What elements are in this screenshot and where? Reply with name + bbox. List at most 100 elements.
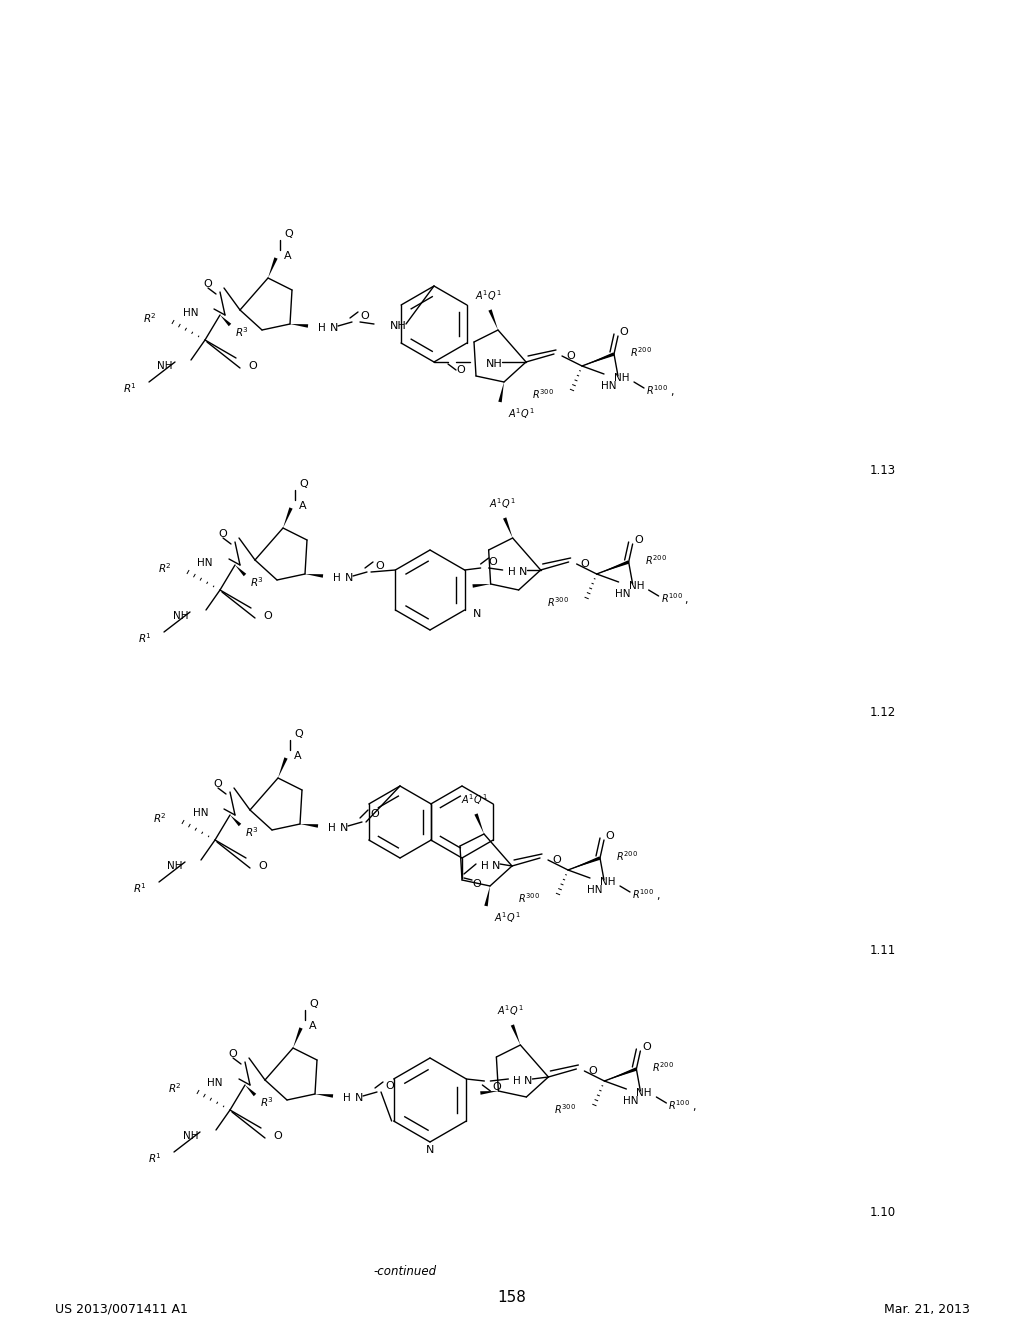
Text: 158: 158 xyxy=(498,1290,526,1305)
Text: NH: NH xyxy=(614,374,630,383)
Text: NH: NH xyxy=(168,861,183,871)
Text: $R^{200}$: $R^{200}$ xyxy=(645,553,667,566)
Text: $R^{200}$: $R^{200}$ xyxy=(616,849,638,863)
Text: N: N xyxy=(518,568,527,577)
Text: N: N xyxy=(330,323,338,333)
Text: $R^2$: $R^2$ xyxy=(154,810,167,825)
Text: O: O xyxy=(375,561,384,572)
Text: NH: NH xyxy=(600,876,615,887)
Text: NH: NH xyxy=(390,321,407,331)
Text: ,: , xyxy=(656,891,659,902)
Polygon shape xyxy=(300,824,318,828)
Text: NH: NH xyxy=(158,360,173,371)
Text: HN: HN xyxy=(193,808,208,818)
Polygon shape xyxy=(604,1068,637,1081)
Text: $A^1Q^1$: $A^1Q^1$ xyxy=(508,407,535,421)
Text: Q: Q xyxy=(309,999,317,1008)
Text: N: N xyxy=(492,861,501,871)
Text: $R^{200}$: $R^{200}$ xyxy=(630,345,652,359)
Text: A: A xyxy=(294,751,302,762)
Text: ,: , xyxy=(670,387,674,397)
Text: H: H xyxy=(508,568,515,577)
Polygon shape xyxy=(290,323,308,327)
Text: O: O xyxy=(228,1049,238,1059)
Text: Mar. 21, 2013: Mar. 21, 2013 xyxy=(884,1303,970,1316)
Text: A: A xyxy=(299,502,306,511)
Text: $R^{300}$: $R^{300}$ xyxy=(554,1102,577,1115)
Text: N: N xyxy=(355,1093,364,1104)
Text: O: O xyxy=(263,611,271,620)
Text: Q: Q xyxy=(294,729,303,739)
Polygon shape xyxy=(472,583,490,587)
Text: H: H xyxy=(513,1076,521,1086)
Text: O: O xyxy=(204,279,212,289)
Text: ,: , xyxy=(685,595,688,605)
Text: $R^1$: $R^1$ xyxy=(138,631,152,645)
Polygon shape xyxy=(268,257,278,279)
Text: $A^1Q^1$: $A^1Q^1$ xyxy=(475,289,502,304)
Polygon shape xyxy=(315,1094,333,1098)
Text: $R^{300}$: $R^{300}$ xyxy=(531,387,554,401)
Text: N: N xyxy=(524,1076,532,1086)
Text: 1.12: 1.12 xyxy=(870,706,896,719)
Text: $R^3$: $R^3$ xyxy=(245,825,259,840)
Polygon shape xyxy=(305,574,324,578)
Text: A: A xyxy=(284,251,292,261)
Text: O: O xyxy=(566,351,574,360)
Text: $R^1$: $R^1$ xyxy=(123,381,137,395)
Polygon shape xyxy=(484,886,490,907)
Polygon shape xyxy=(230,814,242,826)
Text: A: A xyxy=(309,1020,316,1031)
Text: $R^{300}$: $R^{300}$ xyxy=(518,891,540,906)
Polygon shape xyxy=(245,1085,256,1096)
Text: ,: , xyxy=(692,1102,696,1111)
Polygon shape xyxy=(582,352,614,366)
Text: $R^{300}$: $R^{300}$ xyxy=(547,595,568,609)
Text: $R^2$: $R^2$ xyxy=(143,312,157,325)
Text: $A^1Q^1$: $A^1Q^1$ xyxy=(461,792,487,808)
Polygon shape xyxy=(480,1092,499,1094)
Text: O: O xyxy=(360,312,369,321)
Text: $R^{200}$: $R^{200}$ xyxy=(652,1060,675,1074)
Text: O: O xyxy=(552,855,561,865)
Text: $R^3$: $R^3$ xyxy=(250,576,264,589)
Text: $R^2$: $R^2$ xyxy=(168,1081,182,1094)
Text: H: H xyxy=(343,1093,351,1104)
Polygon shape xyxy=(283,507,293,528)
Text: $R^{100}$: $R^{100}$ xyxy=(660,591,683,605)
Text: $A^1Q^1$: $A^1Q^1$ xyxy=(489,496,516,511)
Text: O: O xyxy=(258,861,266,871)
Text: $R^{100}$: $R^{100}$ xyxy=(646,383,668,397)
Text: NH: NH xyxy=(629,581,644,591)
Text: NH: NH xyxy=(182,1131,198,1140)
Text: 1.10: 1.10 xyxy=(870,1206,896,1220)
Text: N: N xyxy=(473,609,481,619)
Text: O: O xyxy=(472,879,480,888)
Text: HN: HN xyxy=(615,589,631,599)
Text: O: O xyxy=(385,1081,394,1092)
Text: O: O xyxy=(248,360,257,371)
Text: H: H xyxy=(328,822,336,833)
Text: O: O xyxy=(581,558,590,569)
Polygon shape xyxy=(511,1024,520,1045)
Text: Q: Q xyxy=(299,479,308,488)
Text: H: H xyxy=(333,573,341,583)
Polygon shape xyxy=(503,517,513,539)
Text: $R^{100}$: $R^{100}$ xyxy=(632,887,654,900)
Text: $R^3$: $R^3$ xyxy=(234,325,249,339)
Text: H: H xyxy=(318,323,326,333)
Text: HN: HN xyxy=(182,308,198,318)
Text: O: O xyxy=(605,832,614,841)
Text: 1.11: 1.11 xyxy=(870,944,896,957)
Text: NH: NH xyxy=(636,1088,652,1098)
Text: H: H xyxy=(481,861,488,871)
Text: US 2013/0071411 A1: US 2013/0071411 A1 xyxy=(55,1303,187,1316)
Text: O: O xyxy=(456,366,465,375)
Polygon shape xyxy=(597,561,630,574)
Text: $R^1$: $R^1$ xyxy=(133,882,147,895)
Text: O: O xyxy=(634,535,643,545)
Text: N: N xyxy=(340,822,348,833)
Text: O: O xyxy=(642,1041,650,1052)
Text: O: O xyxy=(219,529,227,539)
Text: Q: Q xyxy=(284,228,293,239)
